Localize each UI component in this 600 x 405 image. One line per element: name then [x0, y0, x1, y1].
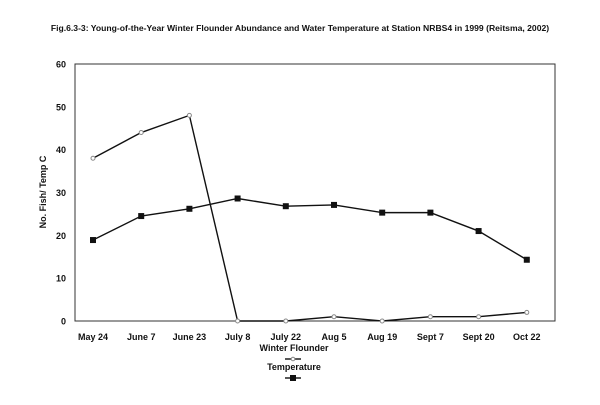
x-tick-label: May 24: [78, 332, 108, 342]
x-tick-label: Aug 19: [367, 332, 397, 342]
x-tick-label: Sept 20: [463, 332, 495, 342]
temperature-point: [138, 213, 145, 220]
legend-label: Temperature: [267, 362, 321, 372]
y-tick-label: 40: [56, 145, 66, 155]
winter-flounder-point: [186, 112, 192, 118]
temperature-point: [282, 203, 289, 210]
y-axis-label: No. Fish/ Temp C: [38, 155, 48, 228]
plot-area: [74, 63, 556, 322]
series-line-temperature: [92, 197, 528, 261]
winter-flounder-point: [138, 130, 144, 136]
winter-flounder-point: [235, 318, 241, 324]
series-line-winter-flounder: [92, 114, 527, 322]
temperature-point: [475, 228, 482, 235]
winter-flounder-point: [90, 155, 96, 161]
temperature-point: [331, 201, 337, 208]
temperature-point: [90, 237, 96, 244]
winter-flounder-point: [379, 318, 385, 324]
y-tick-label: 60: [56, 60, 66, 70]
winter-flounder-point: [331, 314, 337, 320]
x-tick-label: Sept 7: [417, 332, 444, 342]
winter-flounder-point: [476, 314, 482, 320]
x-tick-label: July 22: [271, 332, 302, 342]
x-tick-label: Oct 22: [513, 332, 541, 342]
temperature-point: [379, 209, 386, 216]
temperature-point: [186, 205, 193, 212]
winter-flounder-point: [524, 309, 530, 315]
x-tick-label: June 7: [127, 332, 156, 342]
y-tick-label: 10: [56, 274, 66, 284]
x-tick-label: June 23: [173, 332, 207, 342]
temperature-point: [523, 256, 530, 263]
legend-square-marker-icon: [290, 375, 296, 381]
temperature-point: [427, 209, 434, 216]
y-tick-label: 0: [61, 317, 66, 327]
x-tick-label: Aug 5: [321, 332, 346, 342]
chart-title: Fig.6.3-3: Young-of-the-Year Winter Flou…: [51, 23, 549, 33]
y-tick-label: 30: [56, 188, 66, 198]
winter-flounder-point: [283, 318, 289, 324]
temperature-point: [234, 195, 241, 202]
y-tick-label: 50: [56, 102, 66, 112]
legend-diamond-marker-icon: [290, 356, 296, 362]
legend-label: Winter Flounder: [260, 343, 329, 353]
y-tick-label: 20: [56, 231, 66, 241]
x-tick-label: July 8: [225, 332, 251, 342]
winter-flounder-point: [427, 314, 433, 320]
